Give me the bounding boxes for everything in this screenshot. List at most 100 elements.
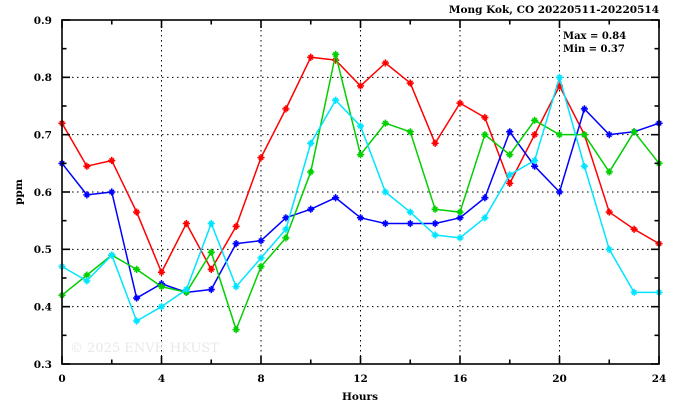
series-marker — [207, 219, 215, 228]
series-marker — [356, 151, 365, 159]
y-tick-label: 0.6 — [34, 187, 52, 199]
series-marker — [481, 131, 489, 139]
series-marker — [83, 277, 91, 285]
series-marker — [108, 251, 116, 259]
series-marker — [630, 288, 638, 296]
series-marker — [307, 168, 315, 176]
series-marker — [182, 285, 190, 294]
series-marker — [133, 208, 141, 216]
series-marker — [580, 162, 588, 170]
series-marker — [257, 237, 265, 245]
series-marker — [182, 219, 190, 228]
series-marker — [157, 303, 166, 311]
y-tick-label: 0.4 — [34, 301, 52, 313]
series-marker — [431, 231, 439, 239]
series-marker — [431, 219, 439, 228]
series-marker — [232, 240, 240, 248]
series-marker — [83, 162, 91, 170]
series-marker — [580, 105, 588, 113]
axis-ticks — [61, 19, 660, 365]
series-marker — [531, 162, 539, 170]
series-marker — [630, 225, 638, 233]
series-marker — [133, 265, 141, 273]
series-marker — [332, 56, 340, 64]
series-marker — [406, 208, 414, 216]
series-marker — [307, 139, 315, 147]
data-series-layer — [58, 50, 663, 334]
series-marker — [456, 208, 464, 216]
x-tick-label: 24 — [652, 373, 667, 385]
series-marker — [108, 156, 116, 165]
series-marker — [406, 79, 414, 87]
series-marker — [282, 214, 290, 222]
series-marker — [481, 214, 489, 222]
series-marker — [356, 214, 365, 222]
series-marker — [481, 113, 489, 122]
series-marker — [133, 294, 141, 302]
series-marker — [257, 154, 265, 162]
series-marker — [232, 326, 240, 334]
series-marker — [83, 271, 91, 279]
series-marker — [605, 245, 613, 253]
series-marker — [506, 171, 514, 179]
x-tick-label: 8 — [257, 373, 264, 385]
series-marker — [207, 248, 215, 256]
series-marker — [531, 131, 539, 139]
data-series — [58, 73, 663, 325]
series-marker — [406, 219, 414, 228]
series-marker — [531, 116, 539, 124]
series-marker — [555, 188, 564, 196]
series-marker — [232, 222, 240, 230]
chart-title: Mong Kok, CO 20220511-20220514 — [449, 4, 659, 16]
series-marker — [282, 234, 290, 242]
watermark-text: © 2025 ENVF, HKUST — [70, 341, 219, 356]
series-marker — [431, 205, 439, 213]
series-marker — [257, 254, 265, 262]
series-marker — [456, 214, 464, 222]
series-marker — [555, 82, 564, 90]
series-marker — [108, 188, 116, 196]
series-marker — [356, 82, 365, 90]
series-marker — [207, 285, 215, 294]
y-axis-tick-labels: 0.3 0.4 0.5 0.6 0.7 0.8 0.9 — [34, 15, 52, 371]
series-marker — [282, 225, 290, 233]
series-marker — [332, 194, 340, 202]
series-marker — [157, 283, 166, 291]
series-marker — [555, 131, 564, 139]
y-axis-label: ppm — [13, 179, 25, 205]
series-marker — [406, 128, 414, 136]
series-marker — [456, 99, 464, 107]
series-marker — [307, 53, 315, 61]
series-marker — [332, 50, 340, 58]
series-marker — [506, 128, 514, 136]
x-axis-tick-labels: 0 4 8 12 16 20 24 — [58, 373, 666, 385]
max-annotation: Max = 0.84 — [563, 31, 626, 42]
series-marker — [555, 73, 564, 81]
series-marker — [431, 139, 439, 147]
y-tick-label: 0.8 — [34, 72, 52, 84]
series-marker — [456, 234, 464, 242]
series-marker — [605, 168, 613, 176]
series-marker — [257, 262, 265, 271]
series-marker — [531, 156, 539, 165]
series-marker — [157, 268, 166, 276]
series-marker — [605, 131, 613, 139]
series-marker — [133, 317, 141, 325]
series-marker — [232, 283, 240, 291]
series-marker — [630, 128, 638, 136]
y-tick-label: 0.7 — [34, 129, 52, 141]
y-tick-label: 0.9 — [34, 15, 52, 27]
series-marker — [381, 119, 389, 127]
x-axis-label: Hours — [342, 391, 378, 403]
series-marker — [580, 131, 588, 139]
series-marker — [481, 194, 489, 202]
series-marker — [282, 105, 290, 113]
series-marker — [356, 122, 365, 130]
x-tick-label: 16 — [453, 373, 468, 385]
series-marker — [381, 219, 389, 228]
series-marker — [83, 191, 91, 199]
data-series — [58, 50, 663, 334]
